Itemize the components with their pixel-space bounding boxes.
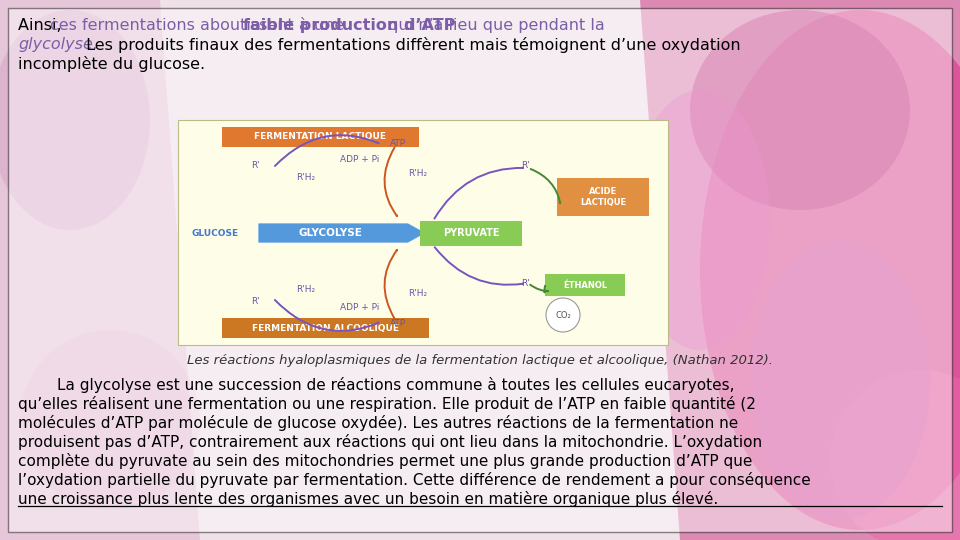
Text: R'H₂: R'H₂ — [297, 285, 316, 294]
Text: R': R' — [521, 279, 530, 287]
Text: La glycolyse est une succession de réactions commune à toutes les cellules eucar: La glycolyse est une succession de réact… — [18, 377, 734, 393]
FancyArrowPatch shape — [275, 135, 378, 166]
FancyBboxPatch shape — [222, 318, 429, 338]
Ellipse shape — [630, 90, 770, 350]
Text: l’oxydation partielle du pyruvate par fermentation. Cette différence de rendemen: l’oxydation partielle du pyruvate par fe… — [18, 472, 811, 488]
Text: faible production d’ATP: faible production d’ATP — [243, 18, 455, 33]
Text: qui n’a lieu que pendant la: qui n’a lieu que pendant la — [383, 18, 605, 33]
Text: ÉTHANOL: ÉTHANOL — [563, 280, 607, 289]
Text: Les réactions hyaloplasmiques de la fermentation lactique et alcoolique, (Nathan: Les réactions hyaloplasmiques de la ferm… — [187, 354, 773, 367]
FancyBboxPatch shape — [545, 274, 625, 296]
FancyArrowPatch shape — [385, 250, 397, 319]
Text: molécules d’ATP par molécule de glucose oxydée). Les autres réactions de la ferm: molécules d’ATP par molécule de glucose … — [18, 415, 738, 431]
Text: R'H₂: R'H₂ — [297, 172, 316, 181]
Text: complète du pyruvate au sein des mitochondries permet une plus grande production: complète du pyruvate au sein des mitocho… — [18, 453, 753, 469]
FancyBboxPatch shape — [557, 178, 649, 216]
Ellipse shape — [690, 10, 910, 210]
Text: R'H₂: R'H₂ — [408, 288, 427, 298]
Text: Ainsi,: Ainsi, — [18, 18, 67, 33]
Text: glycolyse.: glycolyse. — [18, 37, 98, 52]
Text: Les produits finaux des fermentations diffèrent mais témoignent d’une oxydation: Les produits finaux des fermentations di… — [81, 37, 740, 53]
Text: R': R' — [252, 296, 260, 306]
Text: PYRUVATE: PYRUVATE — [443, 228, 499, 238]
Text: ADP + Pi: ADP + Pi — [340, 154, 380, 164]
Text: FERMENTATION ALCOOLIQUE: FERMENTATION ALCOOLIQUE — [252, 323, 398, 333]
Ellipse shape — [750, 240, 930, 520]
Text: ATP: ATP — [390, 319, 406, 327]
FancyArrowPatch shape — [435, 167, 523, 219]
Text: CO₂: CO₂ — [555, 310, 571, 320]
Ellipse shape — [700, 10, 960, 530]
FancyArrowPatch shape — [530, 285, 548, 292]
Text: une croissance plus lente des organismes avec un besoin en matière organique plu: une croissance plus lente des organismes… — [18, 491, 718, 507]
Text: ACIDE
LACTIQUE: ACIDE LACTIQUE — [580, 187, 626, 207]
FancyArrowPatch shape — [385, 147, 397, 216]
Text: R'H₂: R'H₂ — [408, 168, 427, 178]
FancyArrowPatch shape — [435, 247, 523, 285]
FancyBboxPatch shape — [8, 8, 952, 532]
Ellipse shape — [830, 370, 960, 540]
Text: produisent pas d’ATP, contrairement aux réactions qui ont lieu dans la mitochond: produisent pas d’ATP, contrairement aux … — [18, 434, 762, 450]
Text: GLUCOSE: GLUCOSE — [192, 228, 239, 238]
Ellipse shape — [0, 10, 150, 230]
Text: ATP: ATP — [390, 138, 406, 147]
Ellipse shape — [20, 330, 200, 510]
Text: ADP + Pi: ADP + Pi — [340, 302, 380, 312]
FancyArrowPatch shape — [275, 300, 378, 331]
Text: GLYCOLYSE: GLYCOLYSE — [298, 228, 362, 238]
Polygon shape — [640, 0, 960, 540]
Text: incomplète du glucose.: incomplète du glucose. — [18, 56, 205, 72]
Text: R': R' — [521, 160, 530, 170]
Text: qu’elles réalisent une fermentation ou une respiration. Elle produit de l’ATP en: qu’elles réalisent une fermentation ou u… — [18, 396, 756, 412]
FancyArrowPatch shape — [531, 169, 561, 203]
Text: R': R' — [252, 160, 260, 170]
Circle shape — [546, 298, 580, 332]
FancyBboxPatch shape — [420, 221, 522, 246]
Polygon shape — [0, 0, 200, 540]
FancyBboxPatch shape — [178, 120, 668, 345]
FancyBboxPatch shape — [222, 127, 419, 147]
Text: FERMENTATION LACTIQUE: FERMENTATION LACTIQUE — [254, 132, 386, 141]
FancyArrow shape — [258, 223, 426, 243]
Text: ces fermentations aboutissent à une: ces fermentations aboutissent à une — [50, 18, 349, 33]
